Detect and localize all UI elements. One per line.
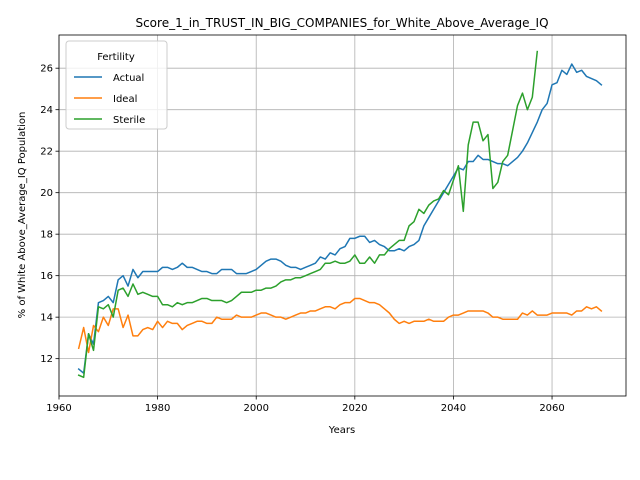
x-axis-ticks: 1960 1980 2000 2020 2040 2060 — [46, 396, 565, 414]
y-tick-label: 20 — [40, 188, 53, 199]
x-tick-label: 1980 — [145, 403, 170, 414]
plot-frame — [58, 34, 627, 397]
y-tick-label: 16 — [40, 271, 53, 282]
series-line-ideal — [77, 297, 603, 354]
y-tick-label: 18 — [40, 230, 53, 241]
legend: Fertility Actual Ideal Sterile — [65, 40, 168, 130]
x-axis-label: Years — [328, 425, 355, 436]
x-tick-label: 2060 — [539, 403, 564, 414]
legend-label-ideal: Ideal — [113, 94, 137, 105]
x-tick-label: 2020 — [342, 403, 367, 414]
legend-label-sterile: Sterile — [113, 115, 145, 126]
x-tick-label: 2000 — [243, 403, 268, 414]
grid — [58, 35, 626, 396]
y-tick-label: 24 — [40, 105, 53, 116]
y-tick-label: 12 — [40, 354, 53, 365]
y-tick-label: 22 — [40, 147, 53, 158]
x-tick-label: 1960 — [46, 403, 71, 414]
y-axis-ticks: 12 14 16 18 20 22 24 26 — [40, 64, 59, 365]
y-axis-label: % of White Above_Average_IQ Population — [17, 112, 28, 319]
series-line-sterile — [77, 50, 539, 379]
y-tick-label: 14 — [40, 313, 53, 324]
x-tick-label: 2040 — [441, 403, 466, 414]
y-tick-label: 26 — [40, 64, 53, 75]
legend-label-actual: Actual — [113, 73, 144, 84]
legend-title: Fertility — [97, 52, 135, 63]
chart-title: Score_1_in_TRUST_IN_BIG_COMPANIES_for_Wh… — [135, 16, 548, 30]
legend-box — [65, 40, 168, 130]
series-lines — [77, 50, 603, 379]
series-line-actual — [77, 63, 603, 374]
